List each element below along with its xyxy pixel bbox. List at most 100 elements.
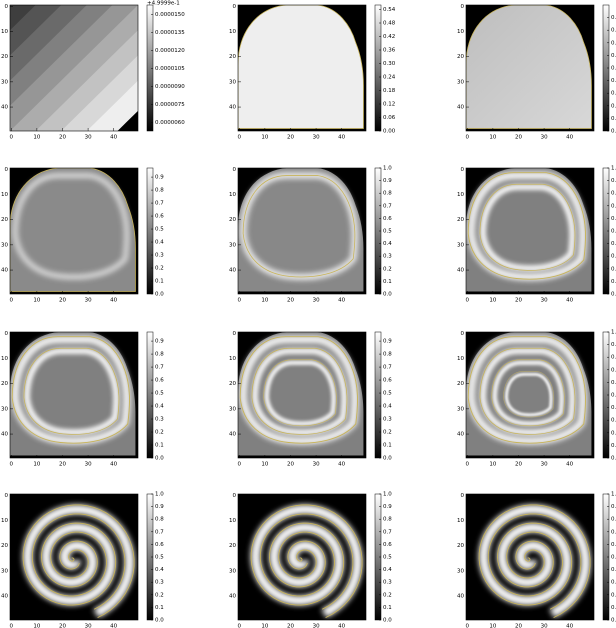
x-tick-label: 40 xyxy=(110,298,117,304)
colorbar-tick-label: 1.0 xyxy=(155,492,164,498)
heat-region xyxy=(10,168,136,292)
y-tick-label: 0 xyxy=(461,167,465,173)
x-tick-label: 20 xyxy=(287,135,294,141)
heatmap-image xyxy=(466,494,594,620)
contour xyxy=(11,336,130,444)
y-tick-label: 20 xyxy=(1,381,8,387)
colorbar-tick-label: 0.3 xyxy=(383,254,392,260)
y-tick-label: 10 xyxy=(1,356,8,362)
y-tick-label: 40 xyxy=(457,268,464,274)
y-tick-label: 40 xyxy=(229,594,236,600)
heatmap-image xyxy=(466,168,594,294)
colorbar-tick-label: 0.9 xyxy=(155,339,164,345)
x-tick-label: 20 xyxy=(515,624,522,628)
colorbar xyxy=(146,4,154,132)
ring xyxy=(23,348,120,436)
y-tick-label: 40 xyxy=(229,268,236,274)
colorbar-tick-label: 0.3 xyxy=(611,254,616,260)
plot-frame xyxy=(237,493,367,621)
y-tick-label: 20 xyxy=(229,543,236,549)
colorbar-tick-label: 0.0 xyxy=(383,292,392,298)
plot-frame xyxy=(465,167,595,295)
y-tick-label: 20 xyxy=(1,543,8,549)
x-tick-label: 40 xyxy=(566,624,573,628)
colorbar xyxy=(374,331,382,459)
colorbar-tick-label: 0.9 xyxy=(383,504,392,510)
x-tick-label: 0 xyxy=(10,135,14,141)
x-tick-label: 10 xyxy=(261,462,268,468)
x-tick-label: 40 xyxy=(566,462,573,468)
x-tick-label: 0 xyxy=(10,462,14,468)
colorbar-tick-label: 0.4 xyxy=(611,567,616,573)
colorbar-tick-label: 0.5 xyxy=(155,555,164,561)
colorbar-tick-label: 0.6 xyxy=(611,216,616,222)
colorbar-tick-label: 0.2 xyxy=(383,266,392,272)
colorbar-tick-label: 0.4 xyxy=(383,241,392,247)
heat-band xyxy=(86,80,138,131)
x-tick-label: 0 xyxy=(466,298,470,304)
x-tick-label: 0 xyxy=(238,298,242,304)
y-tick-label: 0 xyxy=(233,493,237,499)
heatmap-content xyxy=(238,5,364,129)
x-tick-label: 30 xyxy=(85,298,92,304)
colorbar-tick-label: 0.1 xyxy=(155,443,164,449)
colorbar-tick-label: 0.12 xyxy=(383,102,395,108)
x-tick-label: 20 xyxy=(59,298,66,304)
x-tick-label: 20 xyxy=(59,135,66,141)
contour xyxy=(22,504,135,619)
heat-region xyxy=(238,5,364,129)
colorbar-tick-label: 0.3 xyxy=(155,580,164,586)
y-tick-label: 10 xyxy=(1,518,8,524)
contour xyxy=(503,371,554,418)
colorbar-tick-label: 0.2 xyxy=(611,430,616,436)
y-tick-label: 10 xyxy=(1,192,8,198)
colorbar-tick-label: 0.3 xyxy=(383,580,392,586)
x-tick-label: 10 xyxy=(489,462,496,468)
x-tick-label: 40 xyxy=(110,462,117,468)
x-tick-label: 10 xyxy=(489,624,496,628)
colorbar-tick-label: 0.42 xyxy=(383,34,395,40)
ring xyxy=(12,173,130,280)
heatmap-content xyxy=(466,168,592,292)
colorbar-tick-label: 0.4 xyxy=(611,78,616,84)
x-tick-label: 30 xyxy=(85,135,92,141)
colorbar-tick-label: 0.3 xyxy=(611,91,616,97)
colorbar-tick-label: 0.7 xyxy=(155,529,164,535)
colorbar-tick-label: 0.2 xyxy=(611,103,616,109)
x-tick-label: 40 xyxy=(110,624,117,628)
colorbar-tick-label: 0.1 xyxy=(611,605,616,611)
y-tick-label: 0 xyxy=(5,493,9,499)
colorbar-tick-label: 0.5 xyxy=(611,555,616,561)
contour xyxy=(242,175,356,278)
x-tick-label: 30 xyxy=(313,298,320,304)
panel: 0 10 20 30 40 0 10 20 30 40 0.0 0.1 0.2 0.3 0.4 0.5 0.6 0… xyxy=(1,492,164,628)
colorbar-tick-label: 0.0000105 xyxy=(155,66,185,72)
panel: 0 10 20 30 40 0 10 20 30 40 0.0 0.1 0.2 0.3 0.4 0.5 0.6 0… xyxy=(229,492,392,628)
colorbar-tick-label: 0.5 xyxy=(383,229,392,235)
colorbar-tick-label: 0.6 xyxy=(383,378,392,384)
panel: 0 10 20 30 40 0 10 20 30 40 0.0 0.1 0.2 0.3 0.4 0.5 0.6 0… xyxy=(1,331,164,468)
colorbar-tick-label: 0.9 xyxy=(611,342,616,348)
y-tick-label: 0 xyxy=(233,4,237,10)
x-tick-label: 30 xyxy=(541,135,548,141)
contour xyxy=(31,513,126,610)
y-tick-label: 10 xyxy=(457,356,464,362)
y-tick-label: 20 xyxy=(457,543,464,549)
contour xyxy=(479,347,576,435)
colorbar xyxy=(146,167,154,295)
y-tick-label: 10 xyxy=(229,29,236,35)
colorbar-tick-label: 0.0 xyxy=(155,456,164,462)
colorbar-tick-label: 0.6 xyxy=(611,380,616,386)
y-tick-label: 40 xyxy=(1,432,8,438)
colorbar xyxy=(374,4,382,132)
y-tick-label: 20 xyxy=(457,217,464,223)
y-tick-label: 10 xyxy=(229,356,236,362)
heatmap-image xyxy=(238,332,366,458)
x-tick-label: 0 xyxy=(238,624,242,628)
plot-frame xyxy=(465,4,595,132)
colorbar-tick-label: 0.6 xyxy=(155,214,164,220)
colorbar-tick-label: 0.0 xyxy=(383,618,392,624)
contour xyxy=(250,504,363,619)
contour xyxy=(239,336,358,444)
